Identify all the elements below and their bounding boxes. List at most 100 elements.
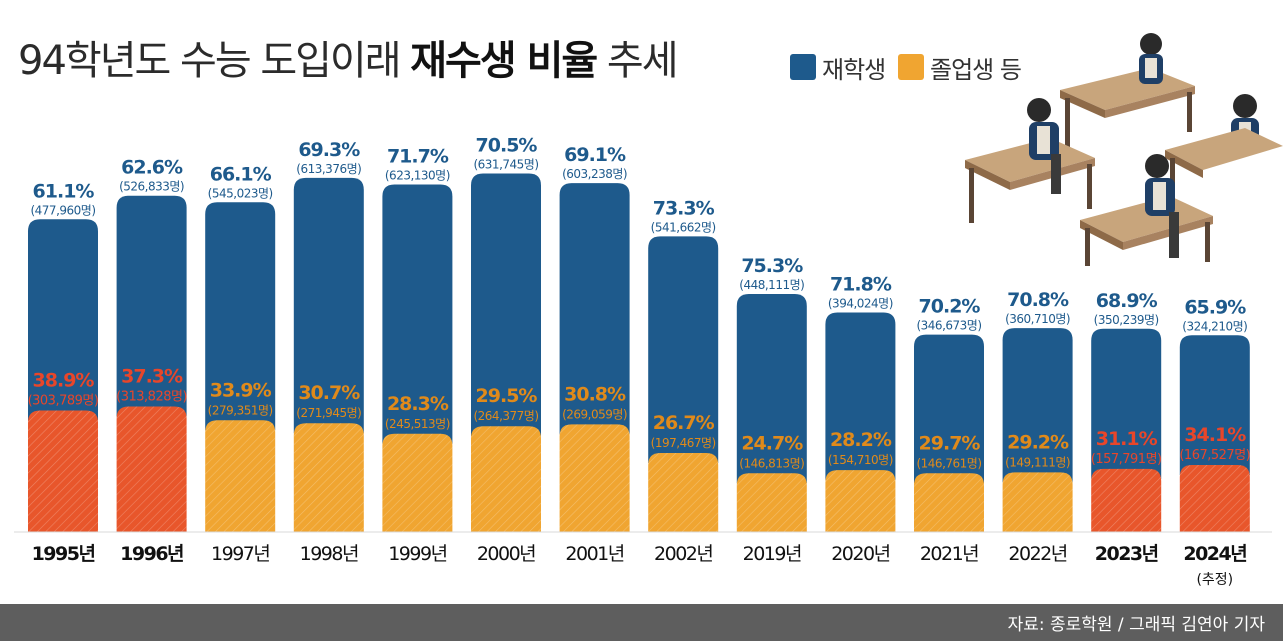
x-tick-label: 2020년 [831, 543, 889, 565]
graduate-count-label: (149,111명) [1005, 455, 1070, 469]
graduate-pct-label: 29.7% [919, 432, 981, 454]
enrolled-pct-label: 73.3% [653, 197, 715, 219]
graduate-pct-label: 38.9% [33, 369, 95, 391]
enrolled-pct-label: 68.9% [1096, 290, 1158, 312]
graduate-pct-label: 30.7% [298, 382, 360, 404]
stacked-bar-chart: 61.1%(477,960명) 38.9% (303,789명) 1995년 62.6%… [14, 135, 1272, 588]
graduate-count-label: (269,059명) [562, 407, 627, 421]
enrolled-count-label: (545,023명) [208, 186, 273, 200]
graduate-pct-label: 24.7% [741, 432, 803, 454]
graduate-bar-hatch [471, 426, 541, 532]
students-illustration [965, 33, 1283, 266]
x-tick-label: 2019년 [743, 543, 801, 565]
enrolled-bar [1091, 328, 1162, 479]
enrolled-bar [1179, 335, 1250, 475]
graduate-bar-hatch [736, 473, 807, 532]
enrolled-pct-label: 70.5% [476, 135, 538, 157]
graduate-pct-label: 29.5% [476, 385, 538, 407]
legend-item-graduate: 졸업생 등 [898, 52, 1022, 84]
legend-label-graduate: 졸업생 등 [930, 55, 1022, 84]
enrolled-count-label: (394,024명) [828, 297, 893, 311]
enrolled-pct-label: 62.6% [121, 157, 183, 179]
x-tick-label: 1998년 [300, 543, 358, 565]
enrolled-pct-label: 70.8% [1007, 289, 1069, 311]
graduate-bar-hatch [559, 424, 630, 532]
x-tick-label: 1995년 [32, 543, 95, 565]
desk-front-center [1080, 196, 1213, 266]
graduate-count-label: (197,467명) [651, 436, 716, 450]
enrolled-count-label: (448,111명) [739, 278, 804, 292]
graduate-bar-hatch [1179, 464, 1250, 532]
legend-swatch-enrolled [790, 54, 816, 80]
graduate-bar-hatch [205, 420, 276, 532]
enrolled-count-label: (346,673명) [916, 319, 981, 333]
x-tick-label: 2000년 [477, 543, 535, 565]
graduate-bar-hatch [648, 453, 719, 532]
enrolled-bar [648, 236, 719, 464]
student-left [1027, 98, 1061, 194]
graduate-bar-hatch [1002, 472, 1073, 532]
graduate-count-label: (154,710명) [828, 453, 893, 467]
enrolled-pct-label: 65.9% [1184, 296, 1246, 318]
enrolled-count-label: (360,710명) [1005, 312, 1070, 326]
enrolled-pct-label: 66.1% [210, 163, 272, 185]
enrolled-bar [471, 173, 541, 437]
graduate-pct-label: 28.3% [387, 393, 449, 415]
graduate-count-label: (271,945명) [296, 406, 361, 420]
graduate-count-label: (279,351명) [208, 403, 273, 417]
enrolled-pct-label: 69.3% [298, 139, 360, 161]
student-center [1145, 154, 1179, 258]
enrolled-bar [28, 219, 98, 421]
graduate-count-label: (167,527명) [1179, 448, 1250, 463]
graduate-pct-label: 37.3% [121, 365, 183, 387]
graduate-bar-hatch [293, 423, 364, 532]
enrolled-bar [293, 177, 364, 434]
x-tick-label: 1999년 [388, 543, 446, 565]
graduate-count-label: (157,791명) [1091, 452, 1162, 467]
legend-swatch-graduate [898, 54, 924, 80]
student-back [1139, 33, 1163, 84]
enrolled-bar [205, 202, 276, 431]
title-emphasis: 재수생 비율 [410, 38, 598, 84]
graduate-bar-hatch [28, 410, 98, 532]
graduate-pct-label: 28.2% [830, 429, 892, 451]
x-tick-label: 2024년 [1183, 543, 1246, 565]
x-tick-label: 2022년 [1008, 543, 1066, 565]
x-tick-note: (추정) [1196, 572, 1233, 588]
graduate-count-label: (303,789명) [28, 393, 99, 408]
graduate-count-label: (146,761명) [916, 456, 981, 470]
chart-title: 94학년도 수능 도입이래 재수생 비율 추세 [18, 28, 679, 86]
graduate-bar-hatch [1091, 468, 1162, 532]
graduate-pct-label: 31.1% [1096, 428, 1158, 450]
enrolled-pct-label: 71.7% [387, 146, 449, 168]
enrolled-pct-label: 75.3% [741, 255, 803, 277]
enrolled-count-label: (526,833명) [119, 180, 184, 194]
enrolled-pct-label: 61.1% [33, 180, 95, 202]
graduate-pct-label: 26.7% [653, 412, 715, 434]
enrolled-bar [559, 183, 630, 435]
enrolled-bar [736, 294, 807, 484]
enrolled-pct-label: 71.8% [830, 274, 892, 296]
enrolled-count-label: (541,662명) [651, 220, 716, 234]
graduate-pct-label: 29.2% [1007, 431, 1069, 453]
enrolled-pct-label: 69.1% [564, 144, 626, 166]
legend-label-enrolled: 재학생 [822, 55, 886, 84]
x-tick-label: 2023년 [1095, 543, 1158, 565]
source-footer: 자료: 종로학원 / 그래픽 김연아 기자 [0, 604, 1283, 641]
graduate-pct-label: 30.8% [564, 383, 626, 405]
graduate-bar-hatch [914, 473, 984, 532]
enrolled-pct-label: 70.2% [919, 296, 981, 318]
graduate-count-label: (245,513명) [385, 417, 450, 431]
graduate-bar-hatch [116, 406, 187, 532]
enrolled-bar [825, 312, 896, 481]
legend-item-enrolled: 재학생 [790, 52, 886, 84]
enrolled-count-label: (623,130명) [385, 169, 450, 183]
enrolled-bar [914, 334, 984, 484]
enrolled-count-label: (631,745명) [473, 158, 538, 172]
title-suffix: 추세 [606, 38, 679, 84]
enrolled-count-label: (477,960명) [30, 203, 95, 217]
x-tick-label: 2021년 [920, 543, 978, 565]
enrolled-bar [382, 184, 453, 444]
graduate-bar-hatch [825, 470, 896, 532]
enrolled-bar [1002, 328, 1073, 483]
